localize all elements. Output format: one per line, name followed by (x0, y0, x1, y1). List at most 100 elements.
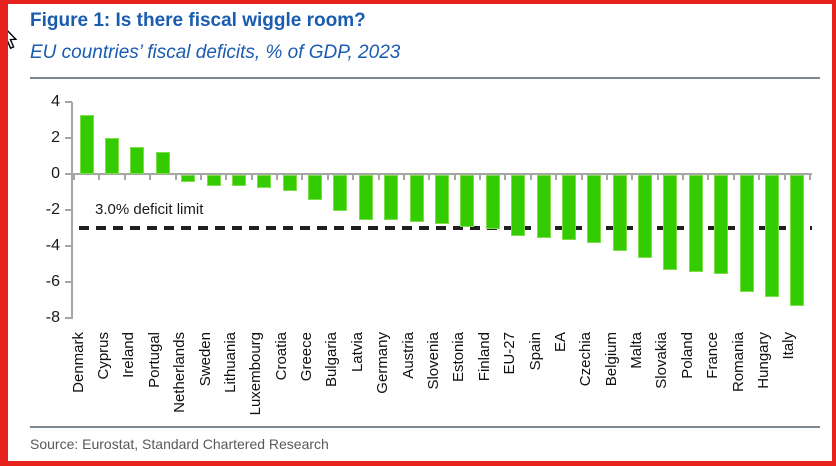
bar-poland (689, 175, 703, 272)
x-axis-label: Ireland (120, 332, 137, 378)
bar-eu-27 (511, 175, 525, 236)
bar-estonia (460, 175, 474, 227)
x-axis-label: Malta (628, 332, 645, 369)
y-axis-tick (65, 281, 72, 283)
bar-portugal (156, 152, 170, 174)
footer-divider (30, 426, 820, 428)
x-axis-tick (149, 175, 152, 180)
x-axis-tick (98, 175, 101, 180)
y-axis-tick-label: 0 (51, 165, 60, 182)
x-axis-tick (656, 175, 659, 180)
bar-netherlands (181, 175, 195, 182)
bar-spain (537, 175, 551, 238)
x-axis-label: Luxembourg (247, 332, 264, 416)
figure-subtitle: EU countries’ fiscal deficits, % of GDP,… (30, 42, 401, 63)
x-axis-label: Netherlands (171, 332, 188, 413)
bar-france (714, 175, 728, 274)
screenshot-border (0, 0, 8, 466)
bar-cyprus (105, 138, 119, 174)
x-axis-tick (276, 175, 279, 180)
x-axis-tick (758, 175, 761, 180)
x-axis-baseline (71, 173, 812, 175)
x-axis-tick (377, 175, 380, 180)
y-axis-tick-label: -6 (45, 273, 60, 290)
x-axis-label: Hungary (755, 332, 772, 389)
x-axis-label: Denmark (70, 332, 87, 393)
y-axis-tick (65, 209, 72, 211)
y-axis-tick-label: 2 (51, 129, 60, 146)
bar-greece (308, 175, 322, 200)
x-axis-label: Estonia (450, 332, 467, 383)
x-axis-tick (580, 175, 583, 180)
x-axis-tick (225, 175, 228, 180)
x-axis-tick (504, 175, 507, 180)
x-axis-tick (529, 175, 532, 180)
x-axis-label: EA (552, 332, 569, 353)
x-axis-tick (555, 175, 558, 180)
x-axis-label: Croatia (273, 332, 290, 381)
bar-romania (740, 175, 754, 292)
figure-title: Figure 1: Is there fiscal wiggle room? (30, 10, 366, 31)
screenshot-border (0, 461, 836, 466)
y-axis-tick-label: -4 (45, 237, 60, 254)
bar-slovakia (663, 175, 677, 270)
bar-denmark (80, 115, 94, 174)
x-axis-tick (809, 175, 811, 180)
x-axis-label: Austria (400, 332, 417, 379)
x-axis-tick (682, 175, 685, 180)
x-axis-tick (402, 175, 405, 180)
bar-ireland (130, 147, 144, 174)
bar-hungary (765, 175, 779, 297)
x-axis-label: Finland (476, 332, 493, 382)
x-axis-label: Spain (527, 332, 544, 371)
bar-sweden (207, 175, 221, 186)
bar-croatia (283, 175, 297, 191)
x-axis-tick (479, 175, 482, 180)
y-axis-tick (65, 137, 72, 139)
bar-lithuania (232, 175, 246, 186)
bar-czechia (587, 175, 601, 243)
x-axis-label: Czechia (577, 332, 594, 387)
x-axis-tick (250, 175, 253, 180)
x-axis-tick (199, 175, 202, 180)
x-axis-label: Italy (780, 332, 797, 360)
y-axis-tick (65, 173, 72, 175)
x-axis-tick (631, 175, 634, 180)
bar-belgium (613, 175, 627, 251)
x-axis-tick (605, 175, 608, 180)
x-axis-label: EU-27 (501, 332, 518, 375)
x-axis-label: Cyprus (95, 332, 112, 380)
bar-ea (562, 175, 576, 240)
y-axis-tick-label: 4 (51, 93, 60, 110)
x-axis-tick (352, 175, 355, 180)
x-axis-tick (783, 175, 786, 180)
source-text: Source: Eurostat, Standard Chartered Res… (30, 436, 329, 452)
x-axis-label: Belgium (603, 332, 620, 387)
y-axis-tick-label: -8 (45, 309, 60, 326)
x-axis-tick (174, 175, 177, 180)
bar-bulgaria (333, 175, 347, 211)
screenshot-border (0, 0, 836, 4)
x-axis-tick (453, 175, 456, 180)
x-axis-label: Bulgaria (323, 332, 340, 388)
deficit-limit-dashed-line (79, 226, 812, 230)
bar-luxembourg (257, 175, 271, 188)
x-axis-label: Greece (298, 332, 315, 382)
bar-latvia (359, 175, 373, 220)
x-axis-tick (301, 175, 304, 180)
x-axis-tick (73, 175, 75, 180)
x-axis-label: Latvia (349, 332, 366, 373)
bar-austria (410, 175, 424, 222)
header-divider (30, 77, 820, 79)
x-axis-tick (326, 175, 329, 180)
x-axis-label: Germany (374, 332, 391, 394)
y-axis-line (71, 102, 73, 319)
deficit-limit-label: 3.0% deficit limit (95, 201, 204, 218)
x-axis-tick (428, 175, 431, 180)
bar-malta (638, 175, 652, 258)
bar-germany (384, 175, 398, 220)
x-axis-tick (707, 175, 710, 180)
x-axis-label: Portugal (146, 332, 163, 388)
